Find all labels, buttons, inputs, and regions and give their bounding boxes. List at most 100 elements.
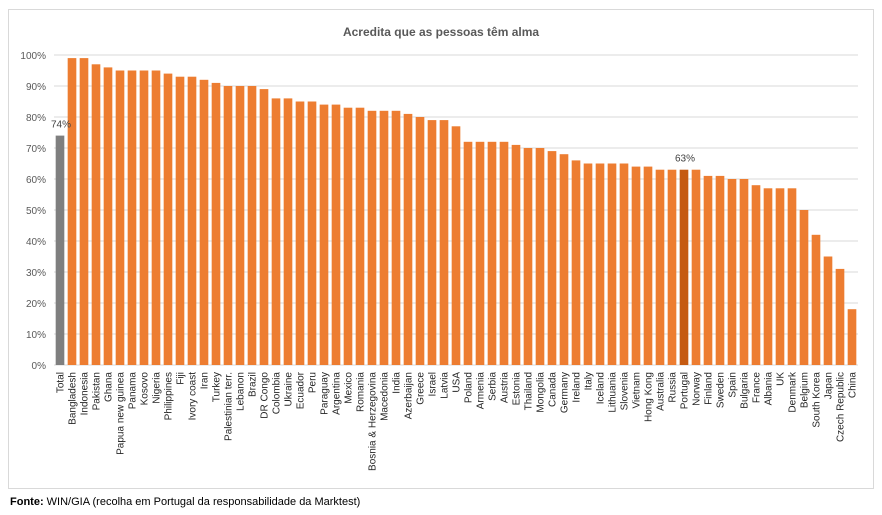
bars [55,58,857,366]
bar [223,86,233,365]
bar [427,120,437,365]
bar [475,141,485,365]
x-tick-label: Italy [584,372,595,390]
bar [619,163,629,365]
x-tick-label: Paraguay [320,372,331,415]
bar [415,117,425,365]
x-tick-label: Denmark [788,371,799,413]
data-label: 63% [675,154,695,165]
bar [355,107,365,365]
bar [835,268,845,365]
bar [703,175,713,365]
bar [67,58,77,365]
x-tick-label: Hong Kong [644,372,655,422]
bar-chart: Acredita que as pessoas têm alma 0% 10% 20… [20,25,859,471]
bar [811,234,821,365]
y-axis-ticks: 0% 10% 20% 30% 40% 50% 60% 70% 80% 90% 100% [20,51,46,372]
bar [367,110,377,365]
bar [727,179,737,365]
bar [631,166,641,365]
x-tick-label: Bangladesh [68,372,79,425]
chart-title: Acredita que as pessoas têm alma [343,25,539,39]
bar [559,154,569,365]
x-tick-label: Pakistan [92,372,103,410]
x-tick-label: Ghana [104,372,115,402]
x-tick-label: Greece [416,372,427,405]
bar [535,148,545,365]
bar [163,73,173,365]
bar [79,58,89,365]
x-tick-label: Ireland [572,372,583,403]
x-tick-label: Kosovo [140,372,151,406]
bar [847,309,857,365]
x-tick-label: Brazil [248,372,259,397]
y-tick-label: 50% [26,206,46,217]
bar [127,70,137,365]
bar [295,101,305,365]
x-tick-label: Armenia [476,372,487,410]
x-tick-label: Colombia [272,372,283,415]
bar [667,169,677,365]
bar [319,104,329,365]
x-tick-label: Peru [308,372,319,393]
bar [379,110,389,365]
x-tick-label: Mexico [344,372,355,404]
x-tick-label: Norway [692,372,703,406]
x-tick-label: Germany [560,372,571,413]
x-tick-label: Vietnam [632,372,643,409]
x-tick-label: Mongolia [536,372,547,413]
bar [151,70,161,365]
source-text: WIN/GIA (recolha em Portugal da responsa… [46,496,361,508]
source-label: Fonte: [10,496,44,508]
bar [595,163,605,365]
x-tick-label: Estonia [512,372,523,406]
y-tick-label: 90% [26,82,46,93]
x-tick-label: USA [452,372,463,393]
x-tick-label: Serbia [488,372,499,401]
bar [55,135,65,365]
bar [571,160,581,365]
x-tick-label: Papua new guinea [116,372,127,455]
x-tick-label: Fiji [176,372,187,385]
x-tick-label: China [848,372,859,399]
bar [823,256,833,365]
x-tick-label: Austria [500,372,511,404]
source-note: Fonte: WIN/GIA (recolha em Portugal da r… [10,496,360,508]
x-tick-label: Russia [668,372,679,403]
x-tick-label: France [752,372,763,404]
bar [187,76,197,365]
bar [439,120,449,365]
bar [331,104,341,365]
y-tick-label: 100% [20,51,46,62]
bar [751,185,761,365]
x-tick-label: Finland [704,372,715,405]
x-tick-label: Slovenia [620,372,631,411]
x-tick-label: Panama [128,372,139,410]
bar [523,148,533,365]
bar [247,86,257,365]
bar [763,188,773,365]
bar [655,169,665,365]
bar [391,110,401,365]
bar [211,82,221,366]
y-tick-label: 70% [26,144,46,155]
bar [739,179,749,365]
x-tick-label: Belgium [800,372,811,408]
y-tick-label: 80% [26,113,46,124]
x-tick-label: Latvia [440,372,451,399]
bar [259,89,269,365]
bar [775,188,785,365]
x-tick-label: Ecuador [296,371,307,409]
x-tick-label: DR Congo [260,372,271,419]
bar [103,67,113,366]
x-tick-label: Total [56,372,67,393]
x-tick-label: Iran [200,372,211,389]
x-tick-label: Nigeria [152,372,163,404]
x-tick-label: Philippines [164,372,175,420]
x-tick-label: Azerbaijan [404,372,415,419]
bar [199,79,209,366]
bar [307,101,317,365]
bar [343,107,353,365]
x-tick-label: Ukraine [284,372,295,407]
y-tick-label: 30% [26,268,46,279]
